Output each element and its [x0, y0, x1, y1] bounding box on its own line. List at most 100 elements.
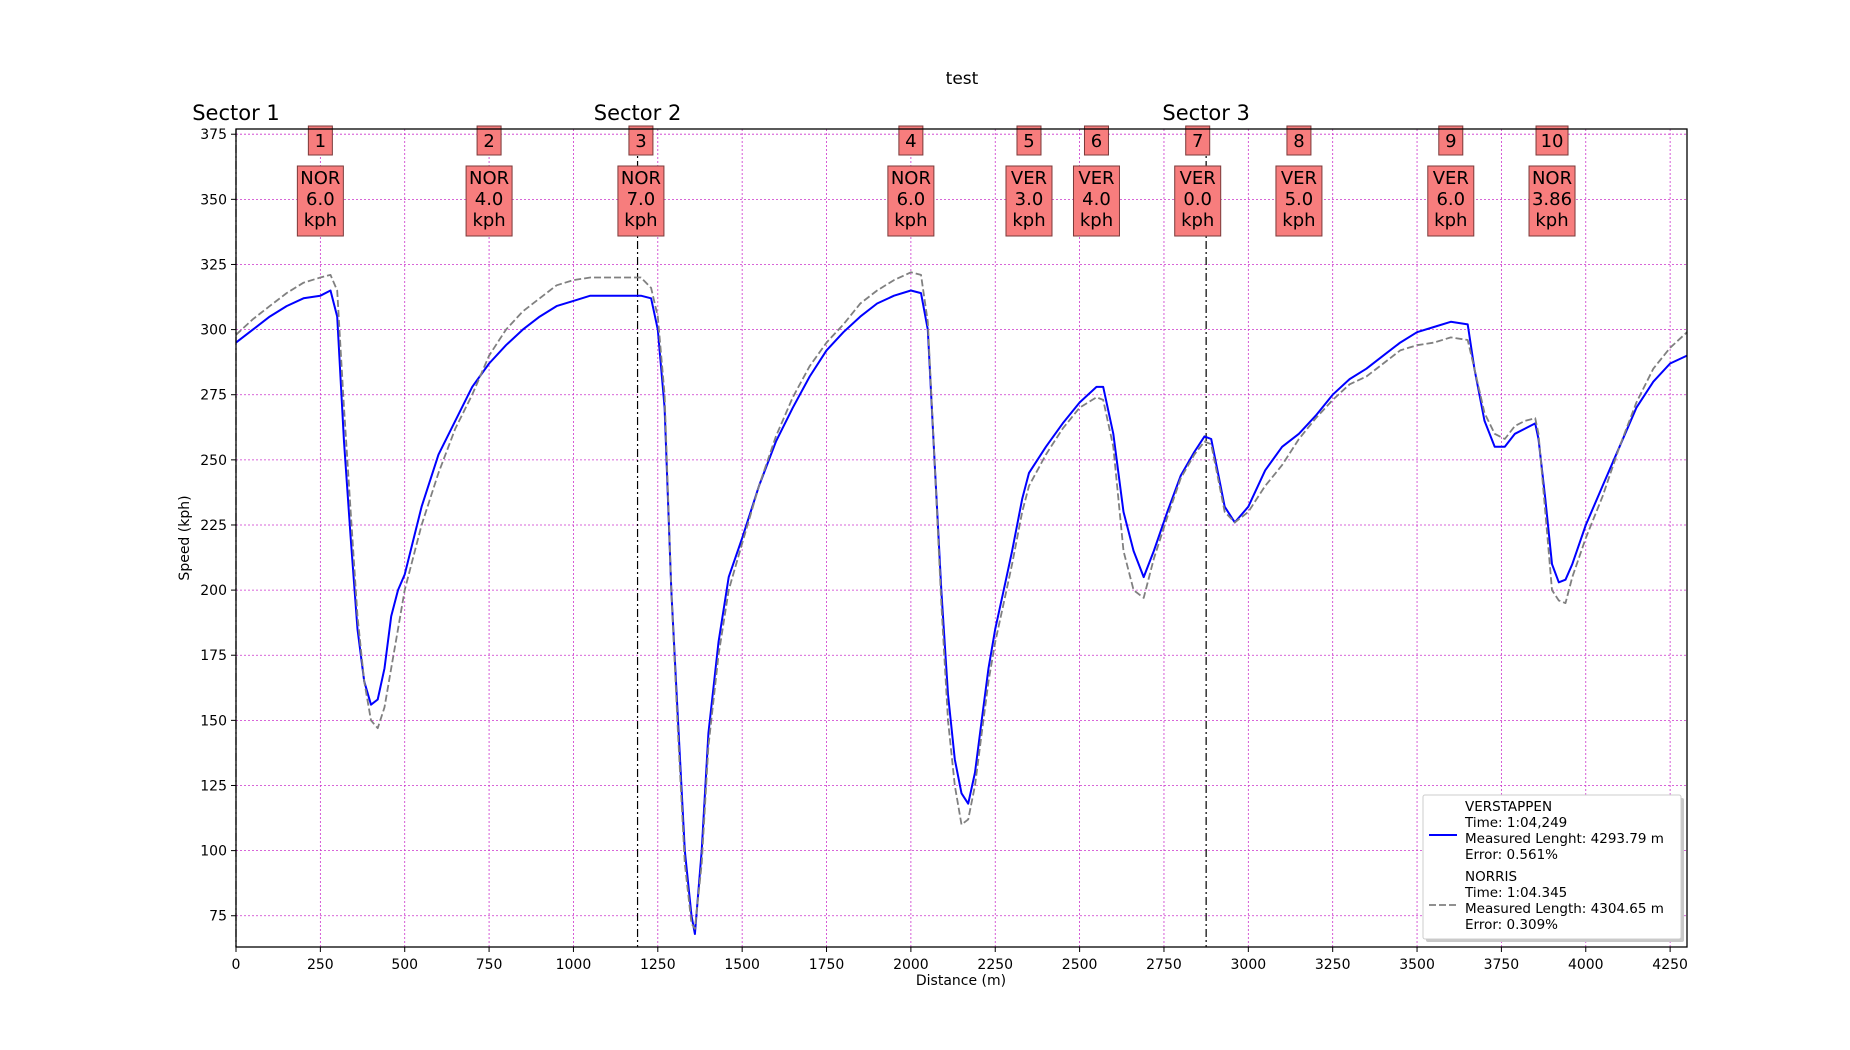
y-tick-label: 175	[200, 648, 227, 664]
corner-delta: 6.0	[306, 189, 335, 210]
y-tick-label: 250	[200, 453, 227, 469]
corner-driver: NOR	[621, 168, 661, 189]
corner-delta-box	[1005, 165, 1053, 237]
corner-driver: VER	[1433, 168, 1469, 189]
x-tick-label: 2750	[1146, 957, 1182, 973]
y-tick-label: 150	[200, 713, 227, 729]
y-tick-label: 100	[200, 844, 227, 860]
corner-delta-box	[465, 165, 513, 237]
corner-unit: kph	[1080, 210, 1113, 231]
corner-delta: 3.0	[1015, 189, 1044, 210]
corner-number-box	[307, 125, 333, 156]
x-tick-label: 1000	[556, 957, 592, 973]
corner-driver: NOR	[1532, 168, 1572, 189]
corner-delta: 0.0	[1183, 189, 1212, 210]
corner-number: 9	[1445, 131, 1456, 152]
corner-delta: 4.0	[1082, 189, 1111, 210]
corner-unit: kph	[1012, 210, 1045, 231]
corner-unit: kph	[624, 210, 657, 231]
x-tick-label: 1250	[640, 957, 676, 973]
corner-driver: VER	[1011, 168, 1047, 189]
corner-number: 1	[315, 131, 326, 152]
y-tick-label: 350	[200, 192, 227, 208]
corner-annotations: 1NOR6.0kph2NOR4.0kph3NOR7.0kph4NOR6.0kph…	[296, 125, 1576, 237]
corner-delta: 5.0	[1285, 189, 1314, 210]
series-line-norris	[235, 271, 1688, 930]
corner-driver: NOR	[891, 168, 931, 189]
corner-driver: VER	[1281, 168, 1317, 189]
x-tick-label: 250	[307, 957, 334, 973]
corner-delta-box	[887, 165, 935, 237]
sector-layer: Sector 1 Sector 2 Sector 3	[192, 101, 1250, 947]
series-line-verstappen	[235, 289, 1688, 935]
legend-text: NORRIS	[1465, 869, 1517, 885]
x-tick-label: 0	[232, 957, 241, 973]
sector-label: Sector 1	[192, 101, 280, 125]
x-tick-label: 3000	[1231, 957, 1267, 973]
x-tick-label: 3500	[1399, 957, 1435, 973]
x-tick-label: 500	[391, 957, 418, 973]
y-tick-label: 75	[209, 909, 227, 925]
corner-delta: 4.0	[475, 189, 504, 210]
corner-number: 7	[1192, 131, 1203, 152]
x-tick-label: 2000	[893, 957, 929, 973]
y-tick-label: 275	[200, 388, 227, 404]
corner-unit: kph	[894, 210, 927, 231]
y-tick-label: 125	[200, 778, 227, 794]
corner-driver: NOR	[300, 168, 340, 189]
y-tick-label: 325	[200, 257, 227, 273]
corner-unit: kph	[304, 210, 337, 231]
corner-driver: VER	[1180, 168, 1216, 189]
corner-unit: kph	[1535, 210, 1568, 231]
corner-number-box	[1438, 125, 1464, 156]
sector-label: Sector 2	[594, 101, 682, 125]
corner-number-box	[476, 125, 502, 156]
corner-delta-box	[1275, 165, 1323, 237]
x-axis-label: Distance (m)	[916, 973, 1006, 989]
corner-number: 6	[1091, 131, 1102, 152]
corner-number: 2	[483, 131, 494, 152]
x-tick-label: 2500	[1062, 957, 1098, 973]
y-axis-label: Speed (kph)	[177, 495, 193, 580]
corner-number-box	[1185, 125, 1211, 156]
corner-delta: 6.0	[897, 189, 926, 210]
legend-text: Time: 1:04,249	[1464, 815, 1567, 831]
y-tick-label: 300	[200, 323, 227, 339]
corner-unit: kph	[472, 210, 505, 231]
legend-box	[1422, 794, 1682, 940]
corner-number: 8	[1293, 131, 1304, 152]
x-tick-label: 3250	[1315, 957, 1351, 973]
corner-delta-box	[1174, 165, 1222, 237]
x-tick-label: 2250	[977, 957, 1013, 973]
corner-delta-box	[1072, 165, 1120, 237]
corner-driver: VER	[1078, 168, 1114, 189]
chart-title: test	[946, 69, 979, 89]
y-tick-label: 375	[200, 127, 227, 143]
corner-delta-box	[1528, 165, 1576, 237]
x-tick-label: 4000	[1568, 957, 1604, 973]
corner-driver: NOR	[469, 168, 509, 189]
y-tick-label: 200	[200, 583, 227, 599]
plot-frame	[235, 128, 1688, 948]
x-tick-label: 3750	[1484, 957, 1520, 973]
series-layer	[235, 271, 1688, 935]
corner-unit: kph	[1434, 210, 1467, 231]
corner-number-box	[898, 125, 924, 156]
corner-number: 5	[1023, 131, 1034, 152]
corner-number: 3	[635, 131, 646, 152]
corner-delta: 6.0	[1436, 189, 1465, 210]
y-tick-label: 225	[200, 518, 227, 534]
corner-number: 4	[905, 131, 916, 152]
legend-text: Measured Length: 4304.65 m	[1465, 901, 1664, 917]
corner-number-box	[1016, 125, 1042, 156]
corner-delta: 3.86	[1532, 189, 1572, 210]
corner-delta-box	[1427, 165, 1475, 237]
x-tick-label: 4250	[1652, 957, 1688, 973]
corner-delta-box	[296, 165, 344, 237]
corner-number: 10	[1541, 131, 1564, 152]
legend-text: Time: 1:04.345	[1464, 885, 1567, 901]
x-tick-label: 1750	[809, 957, 845, 973]
corner-number-box	[1535, 125, 1569, 156]
